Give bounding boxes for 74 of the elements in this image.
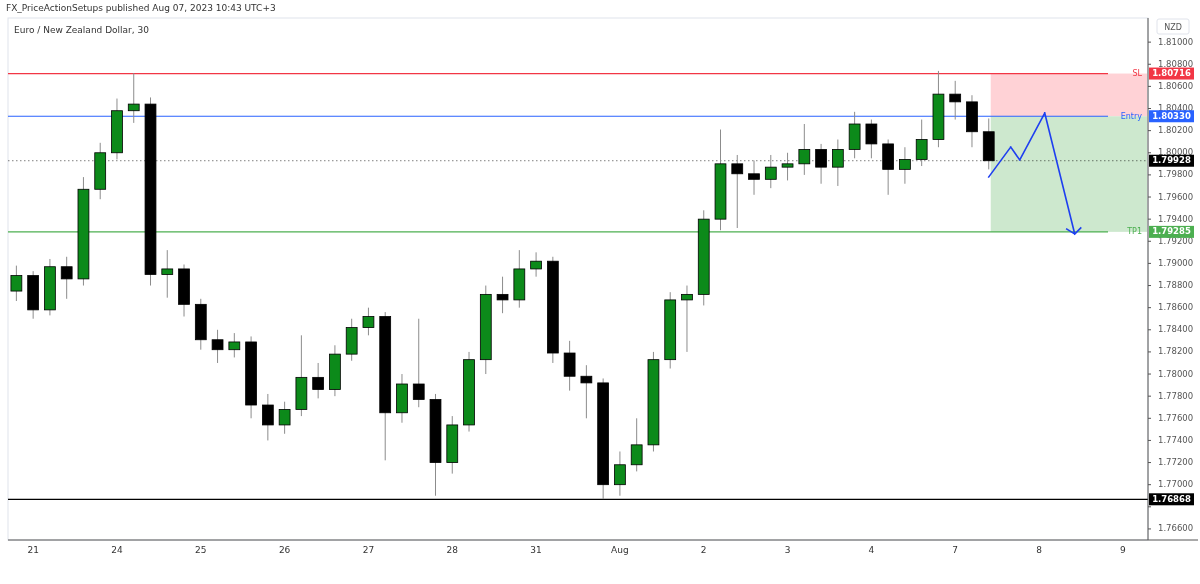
- candlestick: [580, 364, 593, 419]
- text: 1.80716: [1152, 68, 1191, 79]
- candlestick: [161, 249, 174, 299]
- x-tick-label: 27: [362, 545, 375, 555]
- y-tick-label: 1.77400: [1158, 434, 1194, 445]
- y-tick-label: 1.78200: [1158, 346, 1194, 357]
- candlestick: [496, 276, 509, 314]
- y-tick-label: 1.77000: [1158, 479, 1194, 490]
- candlestick: [211, 329, 224, 364]
- y-tick-label: 1.79000: [1158, 257, 1194, 268]
- candlestick: [563, 340, 576, 392]
- ref-line-label: TP1: [1126, 227, 1142, 237]
- y-tick-label: 1.81000: [1158, 36, 1194, 47]
- x-tick-label: 28: [446, 545, 459, 555]
- candlestick: [815, 143, 827, 185]
- x-tick-label: 7: [952, 545, 959, 555]
- x-tick-label: 21: [27, 545, 39, 555]
- y-tick-label: 1.77800: [1158, 390, 1194, 401]
- y-tick-label: 1.77600: [1158, 412, 1194, 423]
- candlestick: [60, 256, 73, 300]
- text: 1.76868: [1152, 493, 1191, 504]
- candlestick: [748, 160, 760, 196]
- candlestick: [764, 154, 777, 189]
- x-tick-label: 25: [195, 545, 207, 555]
- candlestick: [630, 417, 643, 472]
- candlestick: [262, 393, 274, 441]
- y-tick-label: 1.78600: [1158, 302, 1194, 313]
- text: 1.79928: [1152, 155, 1191, 166]
- y-tick-label: 1.78800: [1158, 280, 1194, 291]
- y-tick-label: 1.80800: [1158, 58, 1194, 69]
- candlestick: [362, 307, 375, 336]
- text: NZD: [1164, 22, 1182, 32]
- x-tick-label: 2: [700, 545, 707, 555]
- candlestick: [530, 251, 542, 278]
- candlestick: [10, 265, 23, 302]
- candlestick: [899, 146, 911, 185]
- candlestick: [127, 72, 140, 124]
- candlestick: [832, 138, 844, 187]
- y-tick-label: 1.78000: [1158, 368, 1194, 379]
- candlestick: [412, 318, 425, 408]
- y-tick-label: 1.76600: [1158, 523, 1194, 534]
- y-tick-label: 1.77200: [1158, 457, 1194, 468]
- ref-line-label: Entry: [1120, 111, 1143, 121]
- candlestick: [731, 154, 744, 229]
- text: Euro / New Zealand Dollar, 30: [14, 25, 150, 35]
- y-tick-label: 1.79400: [1158, 213, 1194, 224]
- x-tick-label: 4: [868, 545, 875, 555]
- x-tick-label: 8: [1036, 545, 1043, 555]
- text: 1.80330: [1152, 110, 1191, 121]
- ref-line-label: SL: [1132, 69, 1143, 79]
- y-tick-label: 1.79800: [1158, 169, 1194, 180]
- candlestick: [949, 80, 962, 121]
- y-tick-label: 1.78400: [1158, 324, 1194, 335]
- x-tick-label: 24: [111, 545, 123, 555]
- x-tick-label: Aug: [611, 545, 629, 555]
- candlestick: [228, 332, 241, 358]
- candlestick: [798, 123, 811, 176]
- x-tick-label: 3: [784, 545, 791, 555]
- candlestick: [278, 401, 291, 435]
- x-tick-label: 9: [1119, 545, 1126, 555]
- candlestick: [312, 362, 324, 399]
- candlestick: [681, 285, 693, 353]
- y-tick-label: 1.79200: [1158, 235, 1194, 246]
- candlestick: [614, 450, 626, 497]
- y-tick-label: 1.80600: [1158, 80, 1194, 91]
- candlestick: [781, 152, 794, 181]
- x-tick-label: 31: [530, 545, 542, 555]
- candlestick: [865, 119, 878, 159]
- text: 1.79285: [1152, 226, 1191, 237]
- x-tick-label: 26: [278, 545, 291, 555]
- text: FX_PriceActionSetups published Aug 07, 2023 10:43 UTC+3: [6, 3, 276, 13]
- candlestick: [915, 119, 928, 167]
- y-tick-label: 1.79600: [1158, 191, 1194, 202]
- y-tick-label: 1.80200: [1158, 125, 1194, 136]
